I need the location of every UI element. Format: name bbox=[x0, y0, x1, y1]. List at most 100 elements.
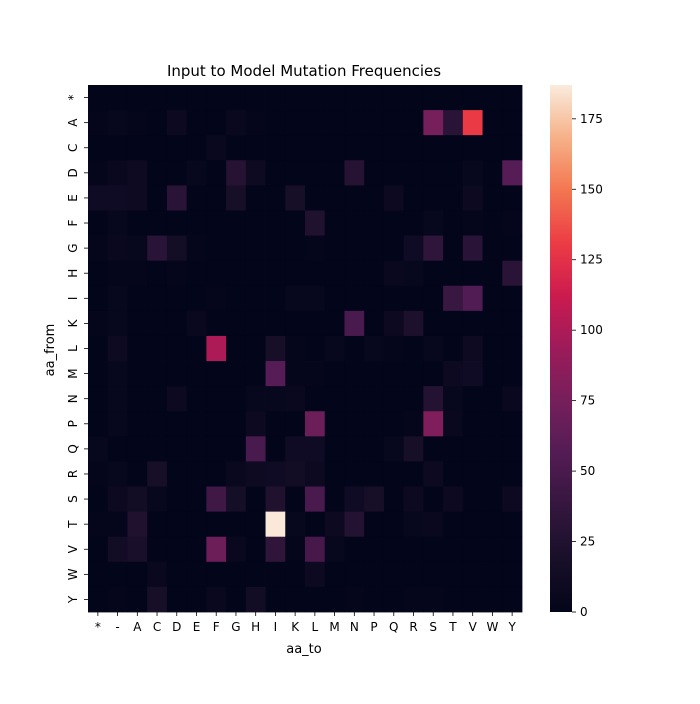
heatmap-cell-V-P bbox=[364, 536, 385, 563]
heatmap-cell-M-* bbox=[88, 361, 109, 387]
heatmap-cell-S-Q bbox=[383, 486, 405, 513]
heatmap-cell-C-S bbox=[423, 135, 444, 161]
heatmap-cell-E-D bbox=[166, 185, 188, 211]
heatmap-cell-H-* bbox=[88, 260, 109, 287]
x-tick-label: D bbox=[172, 620, 181, 634]
heatmap-cell-W-L bbox=[305, 561, 326, 588]
heatmap-cell-*-N bbox=[344, 85, 365, 111]
heatmap-cell-Y-R bbox=[403, 586, 424, 613]
heatmap-cell-R-A bbox=[127, 461, 148, 487]
heatmap-cell-S-I bbox=[265, 486, 286, 513]
heatmap-cell-T-L bbox=[305, 511, 326, 538]
y-tick-label: R bbox=[66, 470, 80, 478]
heatmap-cell-E-Y bbox=[502, 185, 523, 211]
heatmap-cell-W-P bbox=[364, 561, 385, 588]
heatmap-cell-*-Y bbox=[502, 85, 523, 111]
heatmap-cell-F-T bbox=[443, 210, 464, 236]
heatmap-cell-Q-E bbox=[186, 436, 207, 462]
heatmap-cell-T-A bbox=[127, 511, 148, 538]
heatmap-cell-G-R bbox=[403, 235, 424, 262]
heatmap-cell-C-V bbox=[462, 135, 483, 161]
heatmap-cell-R-- bbox=[107, 461, 128, 487]
x-tick-label: M bbox=[329, 620, 339, 634]
heatmap-cell-N-K bbox=[285, 386, 306, 412]
heatmap-cell-G-D bbox=[166, 235, 188, 262]
heatmap-cell-T-E bbox=[186, 511, 207, 538]
heatmap-cell-V-T bbox=[443, 536, 464, 563]
heatmap-cell-H-P bbox=[364, 260, 385, 287]
heatmap-cell-G-L bbox=[305, 235, 326, 262]
heatmap-cell-M-C bbox=[147, 361, 168, 387]
y-tick-label: N bbox=[66, 394, 80, 403]
heatmap-cell-K-C bbox=[147, 310, 168, 337]
heatmap-cell-V-Q bbox=[383, 536, 405, 563]
heatmap-cell-Q-H bbox=[245, 436, 266, 462]
heatmap-cell-D-- bbox=[107, 160, 128, 186]
heatmap-cell-*-A bbox=[127, 85, 148, 111]
heatmap-cell-G-N bbox=[344, 235, 365, 262]
heatmap-cell-M-F bbox=[206, 361, 227, 387]
heatmap-cells bbox=[88, 85, 523, 613]
heatmap-cell-H-T bbox=[443, 260, 464, 287]
heatmap-cell-D-H bbox=[245, 160, 266, 186]
heatmap-cell-D-C bbox=[147, 160, 168, 186]
heatmap-cell-E-C bbox=[147, 185, 168, 211]
heatmap-cell-Q-Q bbox=[383, 436, 405, 462]
heatmap-cell-H-E bbox=[186, 260, 207, 287]
heatmap-cell-Y-S bbox=[423, 586, 444, 613]
heatmap-cell-N-D bbox=[166, 386, 188, 412]
heatmap-cell-D-R bbox=[403, 160, 424, 186]
heatmap-cell-C-D bbox=[166, 135, 188, 161]
heatmap-cell-N-Y bbox=[502, 386, 523, 412]
heatmap-cell-V-C bbox=[147, 536, 168, 563]
heatmap-cell-M-V bbox=[462, 361, 483, 387]
heatmap-cell-*-R bbox=[403, 85, 424, 111]
heatmap-cell-T-P bbox=[364, 511, 385, 538]
heatmap-cell-M-D bbox=[166, 361, 188, 387]
heatmap-cell-S-V bbox=[462, 486, 483, 513]
heatmap-cell-S-F bbox=[206, 486, 227, 513]
heatmap-cell-A-P bbox=[364, 110, 385, 136]
heatmap-cell-R-C bbox=[147, 461, 168, 487]
heatmap-cell-T-V bbox=[462, 511, 483, 538]
heatmap-cell-F-K bbox=[285, 210, 306, 236]
x-axis-label: aa_to bbox=[286, 642, 322, 657]
heatmap-cell-E-E bbox=[186, 185, 207, 211]
heatmap-cell-K-- bbox=[107, 310, 128, 337]
heatmap-cell-*-V bbox=[462, 85, 483, 111]
heatmap-cell-W-T bbox=[443, 561, 464, 588]
heatmap-cell-W-H bbox=[245, 561, 266, 588]
heatmap-cell-I-R bbox=[403, 285, 424, 312]
heatmap-cell-M-W bbox=[482, 361, 503, 387]
heatmap-cell-P-* bbox=[88, 411, 109, 437]
heatmap-cell-P-C bbox=[147, 411, 168, 437]
heatmap-cell-A-A bbox=[127, 110, 148, 136]
heatmap-cell-Y-C bbox=[147, 586, 168, 613]
heatmap-cell-E-V bbox=[462, 185, 483, 211]
colorbar bbox=[550, 85, 572, 612]
heatmap-cell-E-H bbox=[245, 185, 266, 211]
heatmap-cell-T-N bbox=[344, 511, 365, 538]
heatmap-cell-I-A bbox=[127, 285, 148, 312]
heatmap-cell-H-- bbox=[107, 260, 128, 287]
heatmap-cell-F-E bbox=[186, 210, 207, 236]
colorbar-tick-label: 0 bbox=[580, 605, 588, 619]
heatmap-cell-P-F bbox=[206, 411, 227, 437]
heatmap-cell-A-D bbox=[166, 110, 188, 136]
heatmap-cell-R-T bbox=[443, 461, 464, 487]
heatmap-cell-R-E bbox=[186, 461, 207, 487]
heatmap-cell-E-M bbox=[324, 185, 345, 211]
heatmap-cell-R-G bbox=[226, 461, 247, 487]
heatmap-cell-A-- bbox=[107, 110, 128, 136]
heatmap-cell-N-R bbox=[403, 386, 424, 412]
heatmap-cell-N-G bbox=[226, 386, 247, 412]
heatmap-cell-S-R bbox=[403, 486, 424, 513]
heatmap-cell-R-S bbox=[423, 461, 444, 487]
y-tick-label: I bbox=[66, 297, 80, 301]
heatmap-cell-W-M bbox=[324, 561, 345, 588]
heatmap-cell-T-D bbox=[166, 511, 188, 538]
heatmap-cell-H-C bbox=[147, 260, 168, 287]
heatmap-cell-E-I bbox=[265, 185, 286, 211]
heatmap-cell-S-S bbox=[423, 486, 444, 513]
